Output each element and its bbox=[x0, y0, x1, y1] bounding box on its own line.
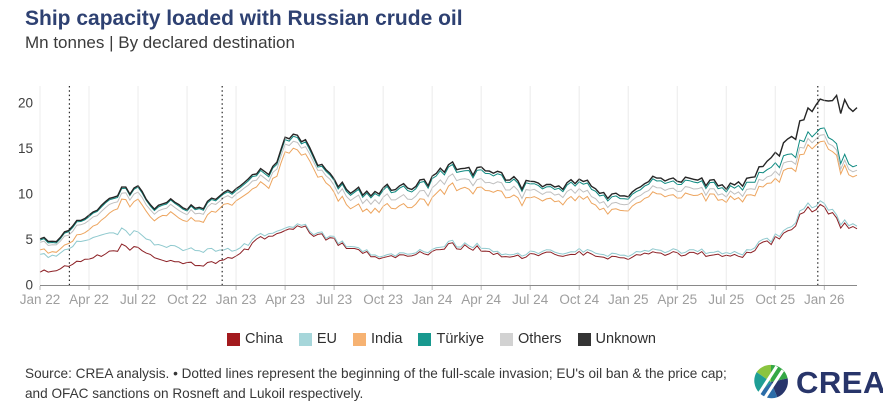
legend-label: Türkiye bbox=[436, 331, 485, 347]
legend-item-china[interactable]: China bbox=[226, 331, 283, 347]
legend-label: India bbox=[371, 331, 403, 347]
x-tick-label: Oct 23 bbox=[363, 292, 403, 307]
x-tick-label: Oct 24 bbox=[559, 292, 599, 307]
y-tick-label: 5 bbox=[25, 232, 33, 247]
chart-legend: China EU India Türkiye Others Unknown bbox=[0, 331, 883, 347]
crea-logo: CREA bbox=[753, 364, 883, 400]
x-tick-label: Jul 25 bbox=[708, 292, 744, 307]
legend-label: EU bbox=[316, 331, 338, 347]
x-tick-label: Jan 24 bbox=[412, 292, 453, 307]
chart-title: Ship capacity loaded with Russian crude … bbox=[25, 7, 463, 30]
area-others bbox=[40, 134, 857, 246]
legend-item-unknown[interactable]: Unknown bbox=[577, 331, 656, 347]
legend-swatch-eu bbox=[298, 332, 312, 346]
legend-item-india[interactable]: India bbox=[353, 331, 402, 347]
legend-label: Unknown bbox=[595, 331, 656, 347]
legend-item-eu[interactable]: EU bbox=[298, 331, 338, 347]
crea-logo-icon bbox=[754, 364, 788, 399]
x-tick-label: Jan 23 bbox=[216, 292, 257, 307]
y-tick-label: 0 bbox=[25, 278, 33, 293]
gridlines bbox=[39, 86, 825, 285]
x-tick-label: Apr 23 bbox=[265, 292, 305, 307]
x-tick-label: Jul 22 bbox=[120, 292, 156, 307]
edge-india bbox=[39, 140, 858, 254]
x-tick-label: Jul 23 bbox=[316, 292, 352, 307]
legend-swatch-india bbox=[353, 332, 367, 346]
legend-swatch-china bbox=[226, 332, 240, 346]
x-tick-label: Oct 22 bbox=[167, 292, 207, 307]
x-tick-label: Jan 26 bbox=[804, 292, 845, 307]
area-series bbox=[39, 93, 858, 273]
legend-item-others[interactable]: Others bbox=[500, 331, 562, 347]
legend-swatch-unknown bbox=[577, 332, 591, 346]
edge-eu bbox=[39, 200, 858, 259]
y-tick-label: 10 bbox=[18, 187, 33, 202]
x-tick-label: Apr 25 bbox=[657, 292, 697, 307]
x-tick-label: Oct 25 bbox=[755, 292, 795, 307]
legend-swatch-others bbox=[500, 332, 514, 346]
legend-label: China bbox=[244, 331, 283, 347]
edge-others bbox=[39, 134, 858, 247]
x-tick-label: Jan 25 bbox=[608, 292, 649, 307]
y-tick-label: 15 bbox=[18, 141, 33, 156]
event-dotted-lines bbox=[68, 86, 819, 285]
x-tick-label: Jul 24 bbox=[512, 292, 549, 307]
chart-subtitle: Mn tonnes | By declared destination bbox=[25, 33, 295, 52]
area-unknown bbox=[40, 95, 857, 242]
area-india bbox=[40, 141, 857, 254]
x-tick-label: Apr 22 bbox=[69, 292, 109, 307]
legend-swatch-türkiye bbox=[418, 332, 432, 346]
legend-item-türkiye[interactable]: Türkiye bbox=[418, 331, 484, 347]
x-tick-label: Apr 24 bbox=[461, 292, 501, 307]
x-tick-label: Jan 22 bbox=[20, 292, 61, 307]
source-note: Source: CREA analysis. • Dotted lines re… bbox=[25, 366, 727, 401]
crea-logo-text: CREA bbox=[796, 364, 883, 400]
area-china bbox=[40, 204, 857, 273]
stacked-area-chart: Jan 22 Apr 22 Jul 22 Oct 22 Jan 23 Apr 23 Jul … bbox=[18, 86, 858, 307]
axes: Jan 22 Apr 22 Jul 22 Oct 22 Jan 23 Apr 23 Jul … bbox=[18, 96, 857, 307]
edge-china bbox=[39, 203, 858, 273]
y-tick-label: 20 bbox=[18, 96, 33, 111]
legend-label: Others bbox=[518, 331, 562, 347]
edge-unknown bbox=[39, 93, 858, 243]
edge-türkiye bbox=[39, 127, 858, 244]
